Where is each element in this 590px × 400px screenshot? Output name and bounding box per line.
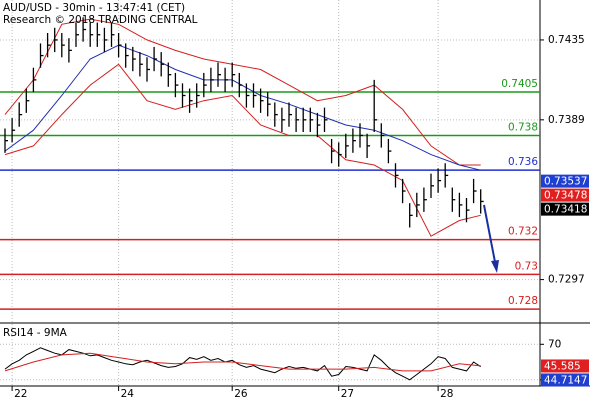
level-label: 0.728 <box>508 295 538 307</box>
level-label: 0.732 <box>508 226 538 238</box>
chart-subtitle: Research © 2018 TRADING CENTRAL <box>3 14 198 26</box>
price-box-label: 0.73418 <box>544 204 587 216</box>
level-label: 0.73 <box>515 260 538 272</box>
price-box-label: 0.73478 <box>544 190 587 202</box>
level-label: 0.738 <box>508 121 538 133</box>
x-tick-label: 26 <box>234 388 248 400</box>
chart-title: AUD/USD - 30min - 13:47:41 (CET) <box>3 2 185 14</box>
price-box <box>541 188 589 202</box>
level-label: 0.736 <box>508 156 538 168</box>
x-tick-label: 24 <box>121 388 135 400</box>
price-box <box>541 373 589 387</box>
x-tick-label: 28 <box>440 388 453 400</box>
x-tick-label: 22 <box>14 388 27 400</box>
price-box <box>541 174 589 188</box>
level-label: 0.7405 <box>501 78 538 90</box>
price-box-label: 45.585 <box>544 360 581 372</box>
overlay-line <box>4 18 481 166</box>
price-box <box>541 359 589 373</box>
x-tick-label: 27 <box>341 388 354 400</box>
price-box-label: 44.7147 <box>544 374 587 386</box>
y-tick-label: 0.7435 <box>548 34 585 46</box>
forecast-arrow <box>483 204 496 263</box>
series-line <box>4 352 481 372</box>
rsi-title: RSI14 - 9MA <box>3 327 68 339</box>
price-box <box>541 202 589 216</box>
y-tick-label: 0.7297 <box>548 274 585 286</box>
y-tick-label: 70 <box>548 338 561 350</box>
forecast-arrowhead <box>491 260 499 273</box>
overlay-line <box>4 63 481 237</box>
price-box-label: 0.73537 <box>544 176 587 188</box>
y-tick-label: 0.7389 <box>548 114 585 126</box>
